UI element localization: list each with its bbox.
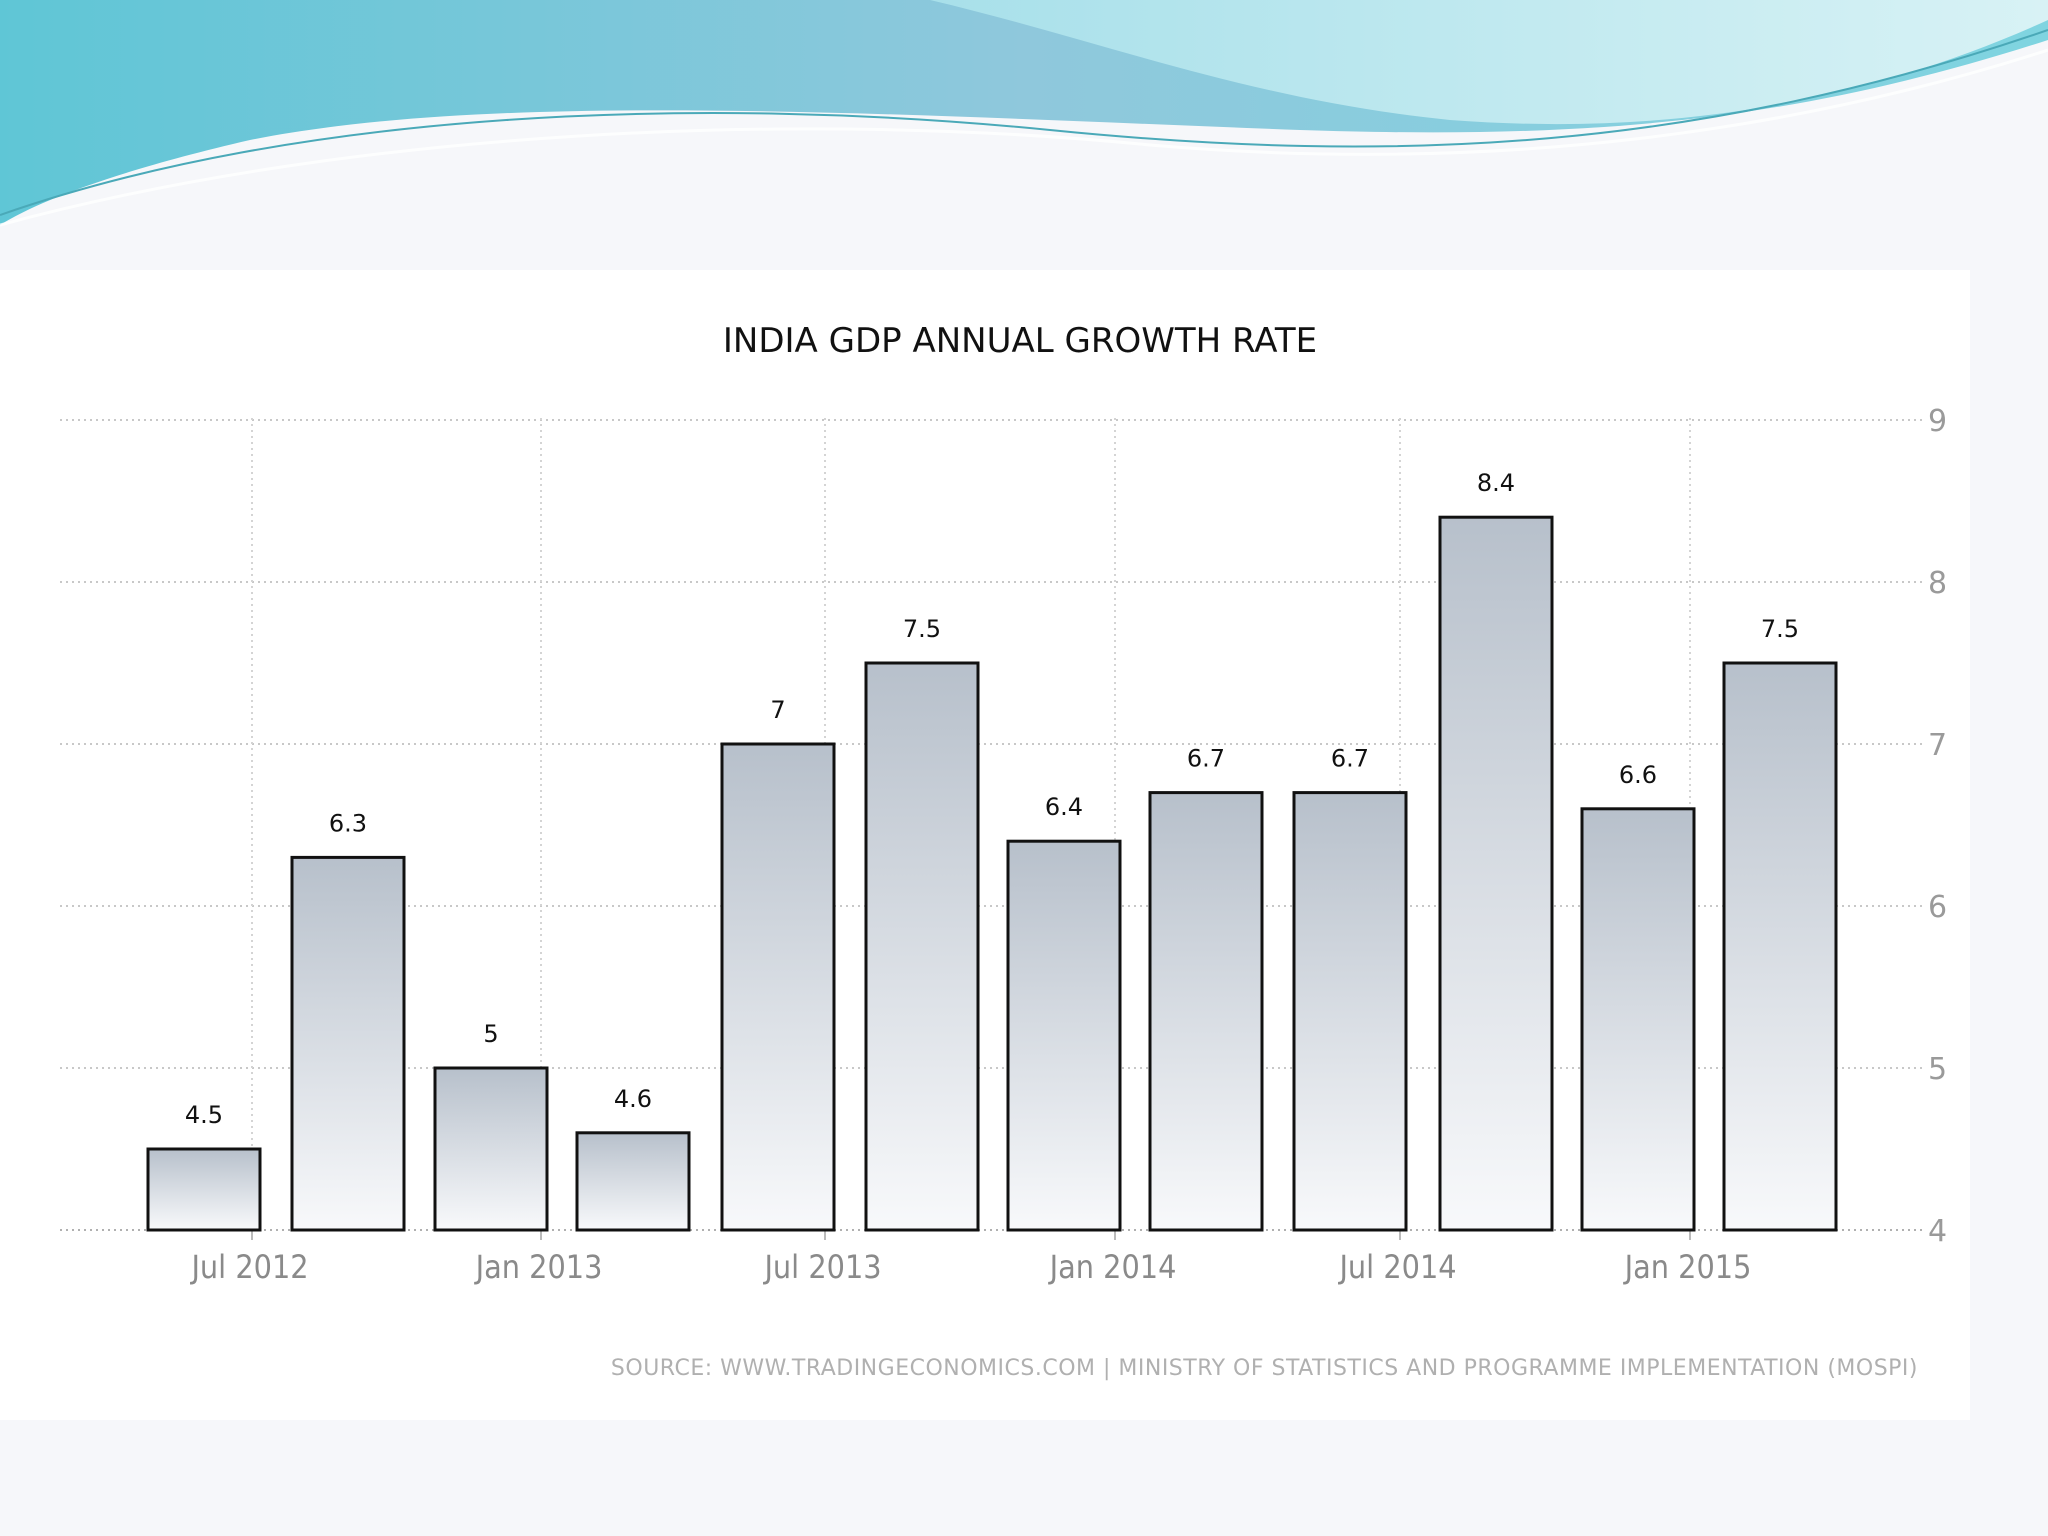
data-label: 7.5 (1761, 615, 1799, 643)
x-tick-label: Jan 2014 (1048, 1248, 1177, 1286)
data-label: 4.6 (614, 1085, 652, 1113)
y-tick-label: 7 (1928, 728, 1947, 763)
y-tick-label: 5 (1928, 1052, 1947, 1087)
bar-chart: INDIA GDP ANNUAL GROWTH RATE 4.5 6.3 5 4.6 7… (60, 321, 1947, 1381)
data-label: 7.5 (903, 615, 941, 643)
header-wave-line-2 (0, 48, 2048, 227)
bar-q3-2012 (290, 855, 406, 1232)
data-label: 7 (770, 696, 785, 724)
y-tick-label: 9 (1928, 404, 1947, 439)
x-tick-label: Jul 2014 (1337, 1248, 1456, 1286)
bar-q3-2014 (1438, 515, 1554, 1232)
y-tick-label: 4 (1928, 1214, 1947, 1249)
header-wave-line (0, 29, 2048, 216)
x-tick-label: Jul 2013 (762, 1248, 881, 1286)
x-axis-ticks: Jul 2012 Jan 2013 Jul 2013 Jan 2014 Jul 2014… (189, 1248, 1751, 1286)
value-labels: 4.5 6.3 5 4.6 7 7.5 6.4 6.7 6.7 8.4 6.6 7.5 (185, 469, 1799, 1129)
bar-q4-2012 (433, 1066, 549, 1232)
chart-title: INDIA GDP ANNUAL GROWTH RATE (723, 321, 1317, 361)
bar-q1-2014 (1148, 791, 1264, 1232)
data-label: 6.7 (1187, 745, 1225, 773)
data-label: 6.7 (1331, 745, 1369, 773)
chart-source: SOURCE: WWW.TRADINGECONOMICS.COM | MINIS… (611, 1356, 1918, 1381)
bar-q3-2013 (864, 661, 980, 1232)
y-axis-ticks: 4 5 6 7 8 9 (1928, 404, 1947, 1249)
x-tick-label: Jan 2013 (474, 1248, 603, 1286)
bar-q1-2015 (1722, 661, 1838, 1232)
data-label: 6.3 (329, 809, 367, 837)
data-label: 6.6 (1619, 761, 1657, 789)
bar-q4-2013 (1006, 839, 1122, 1232)
data-label: 5 (483, 1020, 498, 1048)
header-wave-light (930, 0, 2048, 125)
bar-q2-2013 (720, 742, 836, 1232)
x-tick-label: Jan 2015 (1623, 1248, 1752, 1286)
bars (146, 515, 1838, 1232)
data-label: 8.4 (1477, 469, 1515, 497)
bar-q2-2012 (146, 1147, 262, 1232)
data-label: 6.4 (1045, 793, 1083, 821)
chart-panel: INDIA GDP ANNUAL GROWTH RATE 4.5 6.3 5 4.6 7… (0, 270, 1970, 1420)
bar-q2-2014 (1292, 791, 1408, 1232)
y-tick-label: 8 (1928, 566, 1947, 601)
data-label: 4.5 (185, 1101, 223, 1129)
y-tick-label: 6 (1928, 890, 1947, 925)
x-tick-label: Jul 2012 (189, 1248, 308, 1286)
bar-q4-2014 (1580, 807, 1696, 1232)
bar-q1-2013 (575, 1131, 691, 1232)
